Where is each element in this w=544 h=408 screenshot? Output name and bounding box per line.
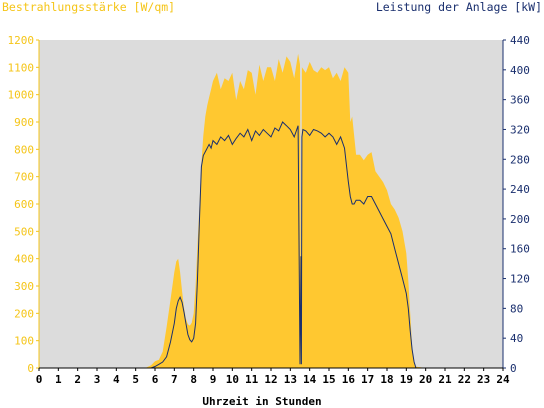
x-axis-tick-label: 17 bbox=[361, 373, 374, 386]
right-axis-tick-label: 40 bbox=[510, 332, 523, 345]
left-axis-tick-label: 500 bbox=[14, 225, 34, 238]
left-axis-title: Bestrahlungsstärke [W/qm] bbox=[2, 0, 175, 14]
right-axis-tick-label: 400 bbox=[510, 64, 530, 77]
left-axis-tick-label: 400 bbox=[14, 253, 34, 266]
x-axis-tick-label: 18 bbox=[380, 373, 393, 386]
right-axis-tick-label: 280 bbox=[510, 153, 530, 166]
power-line bbox=[39, 121, 503, 369]
right-axis-tick-label: 120 bbox=[510, 273, 530, 286]
x-axis-tick-label: 15 bbox=[322, 373, 335, 386]
left-axis-tick-label: 600 bbox=[14, 198, 34, 211]
x-axis-tick-label: 3 bbox=[94, 373, 101, 386]
x-axis-tick-label: 14 bbox=[303, 373, 317, 386]
x-axis-tick-label: 0 bbox=[36, 373, 43, 386]
left-axis-tick-label: 300 bbox=[14, 280, 34, 293]
right-axis-tick-label: 360 bbox=[510, 94, 530, 107]
x-axis-tick-label: 4 bbox=[113, 373, 120, 386]
right-axis-tick-label: 440 bbox=[510, 34, 530, 47]
x-axis-tick-label: 10 bbox=[226, 373, 239, 386]
x-axis-tick-label: 5 bbox=[132, 373, 139, 386]
x-axis-title: Uhrzeit in Stunden bbox=[202, 395, 321, 408]
left-axis-tick-label: 1200 bbox=[8, 34, 35, 47]
left-axis-tick-label: 800 bbox=[14, 143, 34, 156]
left-axis-tick-label: 100 bbox=[14, 335, 34, 348]
x-axis: 0 1 2 3 4 5 6 7 8 9 10 11 12 13 14 15 16 17 18 19 20 21 22 23 24 bbox=[36, 367, 510, 386]
right-axis: 0 40 80 120 160 200 240 280 320 360 400 440 bbox=[502, 34, 530, 375]
x-axis-tick-label: 16 bbox=[342, 373, 356, 386]
x-axis-tick-label: 20 bbox=[419, 373, 432, 386]
left-axis: 0 100 200 300 400 500 600 700 800 900 1000 1100 1200 bbox=[8, 34, 40, 375]
x-axis-tick-label: 19 bbox=[400, 373, 413, 386]
right-axis-title: Leistung der Anlage [kW] bbox=[376, 0, 542, 14]
x-axis-tick-label: 21 bbox=[438, 373, 452, 386]
left-axis-tick-label: 200 bbox=[14, 307, 34, 320]
right-axis-tick-label: 0 bbox=[510, 362, 517, 375]
x-axis-tick-label: 8 bbox=[190, 373, 197, 386]
right-axis-tick-label: 160 bbox=[510, 243, 530, 256]
right-axis-tick-label: 200 bbox=[510, 213, 530, 226]
left-axis-tick-label: 0 bbox=[27, 362, 34, 375]
x-axis-tick-label: 1 bbox=[55, 373, 62, 386]
left-axis-tick-label: 700 bbox=[14, 171, 34, 184]
x-axis-tick-label: 12 bbox=[264, 373, 277, 386]
x-axis-tick-label: 13 bbox=[284, 373, 297, 386]
x-axis-tick-label: 11 bbox=[245, 373, 259, 386]
irradiance-area bbox=[39, 53, 503, 368]
x-axis-tick-label: 7 bbox=[171, 373, 178, 386]
x-axis-tick-label: 23 bbox=[477, 373, 490, 386]
x-axis-tick-label: 6 bbox=[152, 373, 159, 386]
x-axis-tick-label: 2 bbox=[74, 373, 81, 386]
left-axis-tick-label: 900 bbox=[14, 116, 34, 129]
x-axis-tick-label: 9 bbox=[210, 373, 217, 386]
left-axis-tick-label: 1100 bbox=[8, 61, 35, 74]
right-axis-tick-label: 320 bbox=[510, 123, 530, 136]
right-axis-tick-label: 240 bbox=[510, 183, 530, 196]
x-axis-tick-label: 22 bbox=[458, 373, 471, 386]
right-axis-tick-label: 80 bbox=[510, 302, 523, 315]
x-axis-tick-label: 24 bbox=[496, 373, 510, 386]
left-axis-tick-label: 1000 bbox=[8, 89, 35, 102]
